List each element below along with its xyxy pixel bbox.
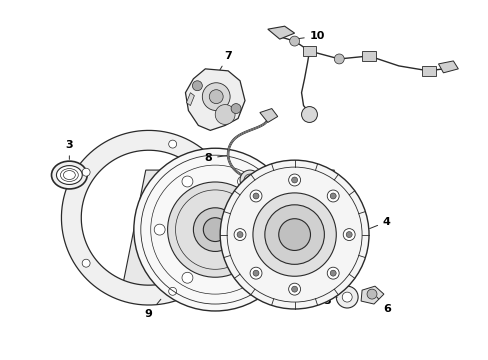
Ellipse shape — [51, 161, 87, 189]
Text: 1: 1 — [287, 180, 332, 197]
Polygon shape — [360, 286, 383, 304]
Circle shape — [249, 267, 262, 279]
Text: 3: 3 — [65, 140, 73, 159]
Text: 4: 4 — [369, 217, 390, 229]
Circle shape — [209, 90, 223, 104]
Circle shape — [366, 289, 376, 299]
Circle shape — [82, 168, 90, 176]
Circle shape — [168, 287, 176, 295]
Circle shape — [252, 270, 259, 276]
Polygon shape — [361, 51, 375, 61]
Circle shape — [343, 229, 354, 240]
Circle shape — [237, 176, 248, 187]
Polygon shape — [302, 46, 316, 56]
Polygon shape — [186, 93, 194, 105]
Circle shape — [237, 231, 243, 238]
Circle shape — [288, 174, 300, 186]
Circle shape — [329, 193, 335, 199]
Circle shape — [346, 231, 351, 238]
Circle shape — [342, 292, 351, 302]
Circle shape — [244, 174, 255, 186]
Circle shape — [252, 193, 259, 199]
Polygon shape — [185, 69, 244, 130]
Circle shape — [192, 81, 202, 91]
Circle shape — [202, 83, 230, 111]
Circle shape — [182, 176, 192, 187]
Circle shape — [234, 229, 245, 240]
Circle shape — [167, 182, 263, 277]
Text: 5: 5 — [323, 296, 337, 306]
Circle shape — [240, 170, 259, 190]
Circle shape — [288, 283, 300, 295]
Circle shape — [215, 105, 235, 125]
Circle shape — [289, 36, 299, 46]
Circle shape — [168, 140, 176, 148]
Ellipse shape — [56, 166, 82, 184]
Circle shape — [334, 54, 344, 64]
Circle shape — [249, 190, 262, 202]
Circle shape — [182, 272, 192, 283]
Polygon shape — [61, 130, 204, 305]
Polygon shape — [121, 170, 334, 294]
Polygon shape — [421, 66, 435, 76]
Circle shape — [291, 286, 297, 292]
Circle shape — [326, 267, 339, 279]
Circle shape — [301, 107, 317, 122]
Circle shape — [237, 272, 248, 283]
Circle shape — [203, 218, 226, 242]
Circle shape — [329, 270, 335, 276]
Text: 9: 9 — [144, 299, 161, 319]
Circle shape — [326, 190, 339, 202]
Text: 7: 7 — [219, 51, 231, 71]
Text: 10: 10 — [297, 31, 325, 41]
Circle shape — [134, 148, 296, 311]
Circle shape — [291, 177, 297, 183]
Text: 6: 6 — [376, 297, 390, 314]
Circle shape — [220, 160, 368, 309]
Circle shape — [193, 208, 237, 251]
Circle shape — [154, 224, 165, 235]
Text: 2: 2 — [256, 234, 277, 244]
Polygon shape — [259, 109, 277, 122]
Circle shape — [231, 104, 241, 113]
Polygon shape — [438, 61, 457, 73]
Circle shape — [336, 286, 357, 308]
Polygon shape — [267, 26, 294, 39]
Circle shape — [264, 205, 324, 264]
Circle shape — [252, 193, 336, 276]
Circle shape — [278, 219, 310, 251]
Text: 8: 8 — [204, 153, 227, 163]
Circle shape — [265, 224, 276, 235]
Circle shape — [82, 259, 90, 267]
